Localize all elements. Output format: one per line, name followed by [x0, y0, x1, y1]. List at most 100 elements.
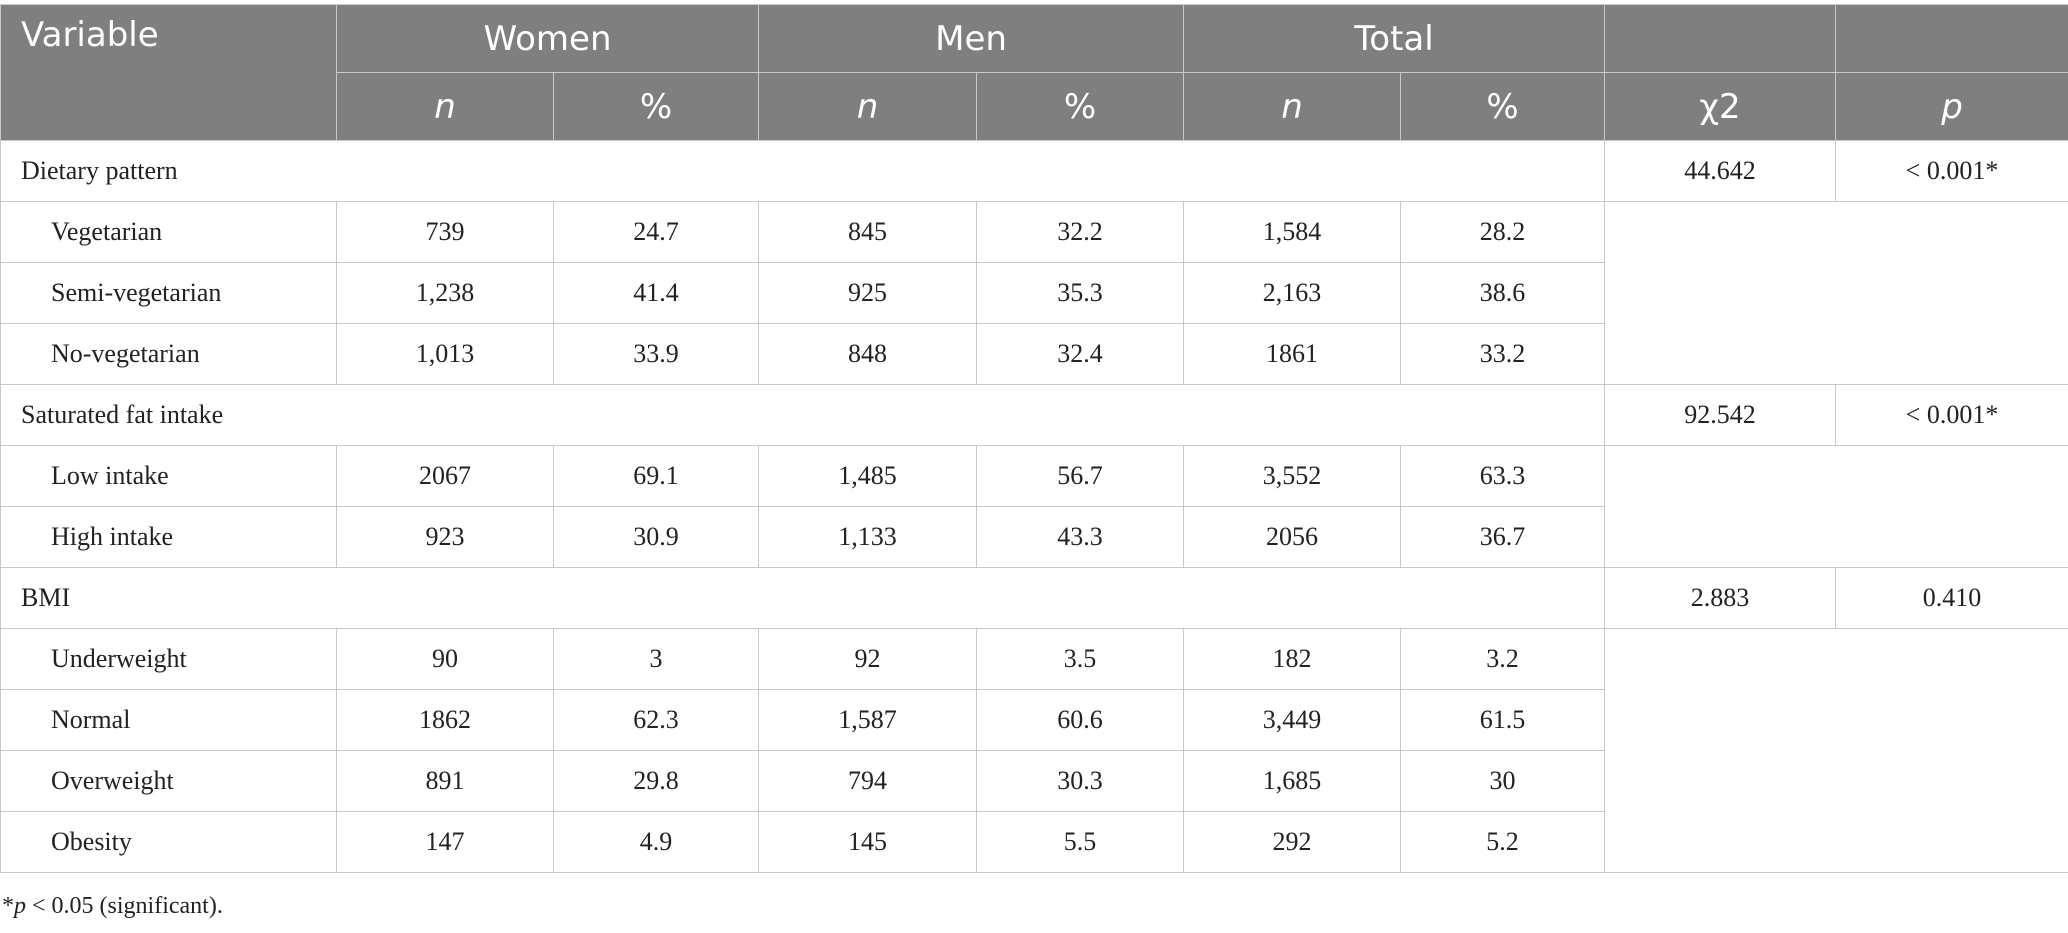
footnote-text: < 0.05 (significant). [26, 893, 223, 919]
cell: 41.4 [552, 262, 760, 324]
header-men-pct: % [976, 72, 1185, 141]
table-row: Underweight 90 3 92 3.5 182 3.2 [0, 628, 2068, 873]
cell: 3,552 [1183, 445, 1402, 507]
cell: 30 [1400, 750, 1606, 812]
chi2-value: 44.642 [1604, 140, 1837, 202]
header-men-n: n [758, 72, 978, 141]
table-row: Low intake 2067 69.1 1,485 56.7 3,552 63… [0, 445, 2068, 568]
cell: 1,238 [336, 262, 554, 324]
cell: 2,163 [1183, 262, 1402, 324]
cell: 38.6 [1400, 262, 1606, 324]
cell: 61.5 [1400, 689, 1606, 751]
section-title: Saturated fat intake [0, 384, 1606, 446]
row-label: Semi-vegetarian [0, 262, 337, 324]
empty-stat-cell [1604, 628, 2068, 873]
header-women-n: n [336, 72, 554, 141]
footnote-symbol: p [14, 893, 26, 919]
results-table: Variable Women Men Total n % n % n % χ2 … [0, 4, 2068, 873]
cell: 739 [336, 201, 554, 263]
table-header: Variable Women Men Total n % n % n % χ2 … [0, 4, 2068, 141]
cell: 1861 [1183, 323, 1402, 385]
cell: 794 [758, 750, 978, 812]
cell: 3.5 [976, 628, 1185, 690]
section-row: BMI 2.883 0.410 [0, 567, 2068, 629]
cell: 145 [758, 811, 978, 873]
header-chi2: χ2 [1604, 72, 1837, 141]
cell: 848 [758, 323, 978, 385]
cell: 32.4 [976, 323, 1185, 385]
cell: 33.2 [1400, 323, 1606, 385]
chi2-value: 2.883 [1604, 567, 1837, 629]
cell: 1,587 [758, 689, 978, 751]
cell: 35.3 [976, 262, 1185, 324]
cell: 56.7 [976, 445, 1185, 507]
p-value: < 0.001* [1835, 140, 2068, 202]
cell: 2067 [336, 445, 554, 507]
table-row: High intake 923 30.9 1,133 43.3 2056 36.… [0, 506, 2068, 568]
cell: 63.3 [1400, 445, 1606, 507]
row-label: Vegetarian [0, 201, 337, 263]
cell: 1,485 [758, 445, 978, 507]
empty-stat-cell [1604, 201, 2068, 385]
section-row: Dietary pattern 44.642 < 0.001* [0, 140, 2068, 202]
header-variable: Variable [0, 4, 337, 141]
table-row: No-vegetarian 1,013 33.9 848 32.4 1861 3… [0, 323, 2068, 385]
cell: 24.7 [552, 201, 760, 263]
header-blank [1835, 4, 2068, 73]
header-p: p [1835, 72, 2068, 141]
cell: 30.9 [552, 506, 760, 568]
cell: 5.5 [976, 811, 1185, 873]
table-row: Obesity 147 4.9 145 5.5 292 5.2 [0, 811, 2068, 873]
row-label: Obesity [0, 811, 337, 873]
header-total-pct: % [1400, 72, 1606, 141]
header-total-n: n [1183, 72, 1402, 141]
header-women: Women [335, 4, 760, 73]
p-value: 0.410 [1835, 567, 2068, 629]
cell: 29.8 [552, 750, 760, 812]
cell: 60.6 [976, 689, 1185, 751]
cell: 1,013 [336, 323, 554, 385]
cell: 3,449 [1183, 689, 1402, 751]
row-label: Low intake [0, 445, 337, 507]
table-footnote: *p < 0.05 (significant). [2, 893, 223, 920]
cell: 2056 [1183, 506, 1402, 568]
cell: 3.2 [1400, 628, 1606, 690]
cell: 5.2 [1400, 811, 1606, 873]
cell: 69.1 [552, 445, 760, 507]
cell: 1862 [336, 689, 554, 751]
cell: 32.2 [976, 201, 1185, 263]
header-men: Men [758, 4, 1185, 73]
cell: 36.7 [1400, 506, 1606, 568]
cell: 28.2 [1400, 201, 1606, 263]
row-label: No-vegetarian [0, 323, 337, 385]
cell: 1,133 [758, 506, 978, 568]
table-row: Overweight 891 29.8 794 30.3 1,685 30 [0, 750, 2068, 812]
cell: 925 [758, 262, 978, 324]
row-label: High intake [0, 506, 337, 568]
cell: 923 [336, 506, 554, 568]
table-row: Normal 1862 62.3 1,587 60.6 3,449 61.5 [0, 689, 2068, 751]
section-row: Saturated fat intake 92.542 < 0.001* [0, 384, 2068, 446]
cell: 92 [758, 628, 978, 690]
cell: 3 [552, 628, 760, 690]
cell: 182 [1183, 628, 1402, 690]
cell: 845 [758, 201, 978, 263]
cell: 90 [336, 628, 554, 690]
header-total: Total [1183, 4, 1606, 73]
cell: 147 [336, 811, 554, 873]
row-label: Underweight [0, 628, 337, 690]
cell: 62.3 [552, 689, 760, 751]
footnote-marker: * [2, 893, 14, 919]
header-blank [1604, 4, 1837, 73]
table-row: Vegetarian 739 24.7 845 32.2 1,584 28.2 [0, 201, 2068, 385]
cell: 292 [1183, 811, 1402, 873]
p-value: < 0.001* [1835, 384, 2068, 446]
cell: 1,584 [1183, 201, 1402, 263]
section-title: Dietary pattern [0, 140, 1606, 202]
section-title: BMI [0, 567, 1606, 629]
cell: 4.9 [552, 811, 760, 873]
empty-stat-cell [1604, 445, 2068, 568]
row-label: Normal [0, 689, 337, 751]
row-label: Overweight [0, 750, 337, 812]
header-women-pct: % [552, 72, 760, 141]
